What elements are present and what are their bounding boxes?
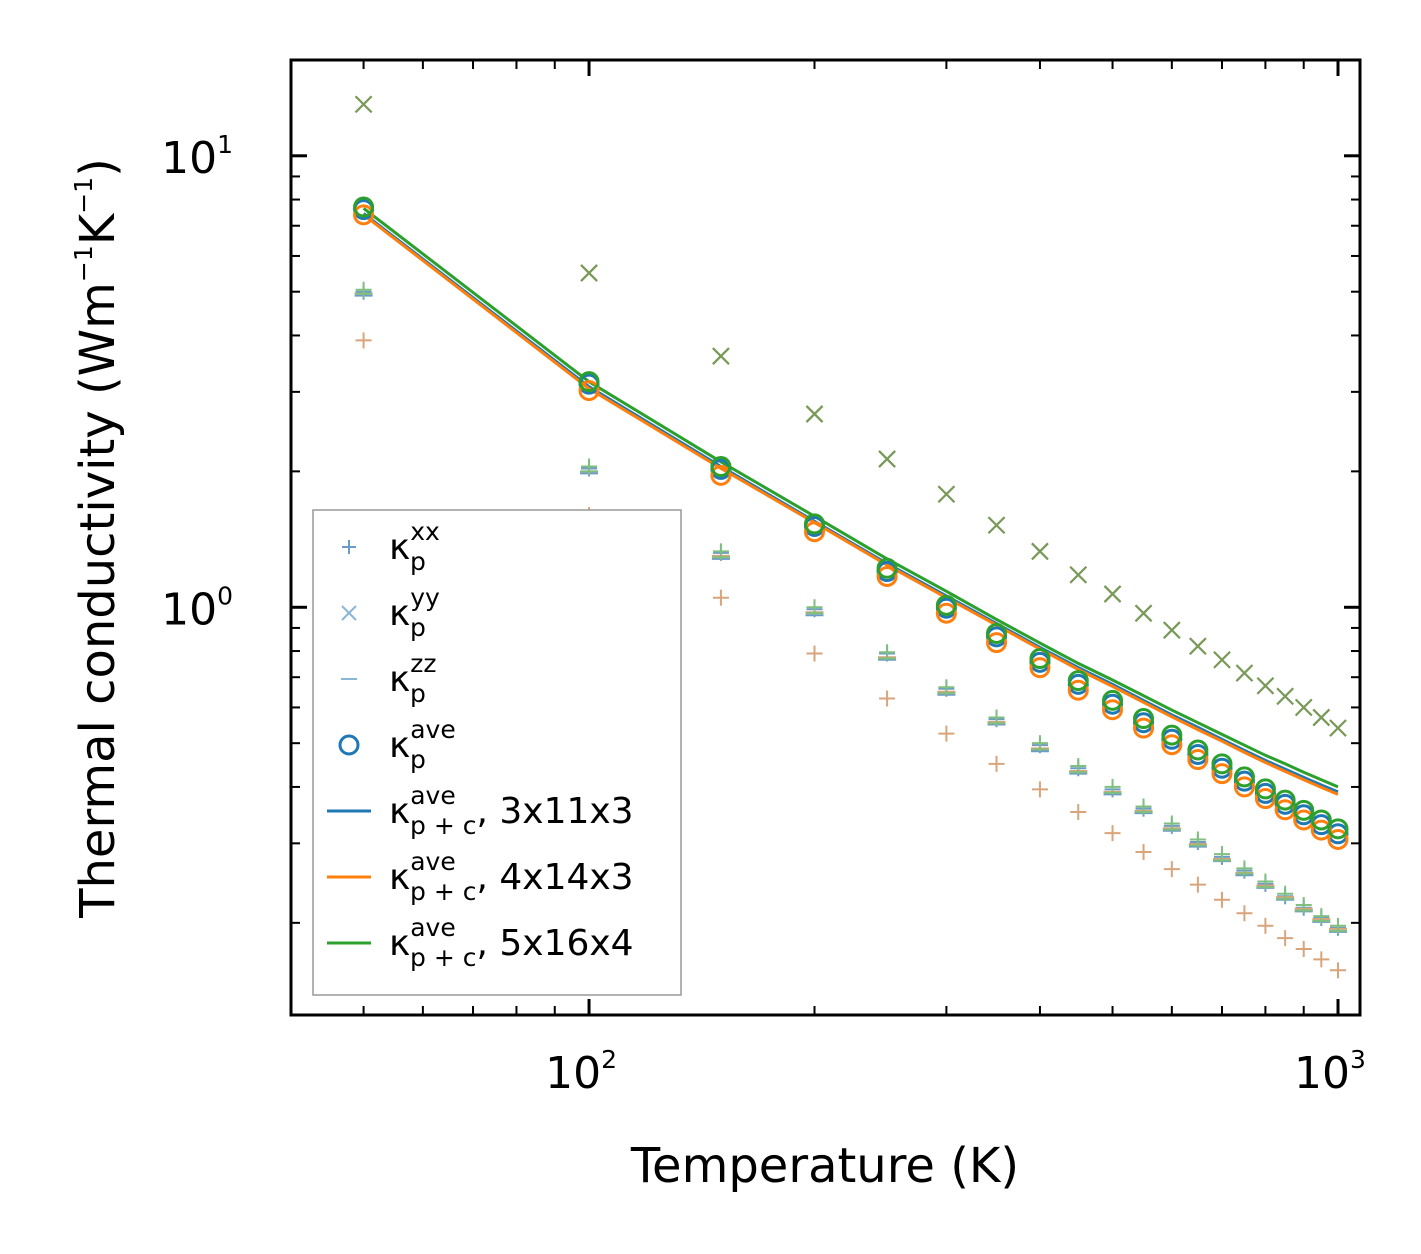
y-axis-title-suffix: ) bbox=[70, 158, 126, 177]
kave-point-5x16x4-950 bbox=[1310, 809, 1332, 831]
legend-box bbox=[312, 509, 682, 996]
kave-point-5x16x4-300 bbox=[935, 594, 957, 616]
kave-point-5x16x4-250 bbox=[876, 557, 898, 579]
kave-point-5x16x4-600 bbox=[1161, 724, 1183, 746]
kave-point-5x16x4-900 bbox=[1293, 799, 1315, 821]
kave-point-4x14x3-350 bbox=[986, 632, 1008, 654]
kave-point-4x14x3-700 bbox=[1211, 763, 1233, 785]
kyy-point-5x16x4-750-b bbox=[1235, 664, 1254, 682]
kave-point-4x14x3-550 bbox=[1133, 717, 1155, 739]
kave-point-4x14x3-500 bbox=[1102, 699, 1124, 721]
kave-point-4x14x3-400 bbox=[1029, 657, 1051, 679]
kyy-point-5x16x4-300-b bbox=[937, 485, 956, 503]
kave-point-4x14x3-800 bbox=[1254, 788, 1276, 810]
kave-point-4x14x3-300 bbox=[935, 602, 957, 624]
kave-point-5x16x4-750 bbox=[1233, 766, 1255, 788]
kyy-point-5x16x4-700-b bbox=[1213, 651, 1231, 669]
y-tick-label-0: 100 bbox=[161, 581, 233, 635]
x-tick-label-1: 103 bbox=[1294, 1045, 1366, 1099]
kpc-line-4x14x3 bbox=[362, 213, 1339, 796]
kyy-point-5x16x4-850-b bbox=[1276, 687, 1294, 706]
kyy-point-5x16x4-50-b bbox=[354, 95, 373, 114]
x-tick-label-0: 102 bbox=[545, 1045, 617, 1099]
kave-point-4x14x3-450 bbox=[1067, 679, 1089, 701]
legend-label-0: κxx p bbox=[389, 517, 440, 576]
kave-point-5x16x4-550 bbox=[1133, 708, 1155, 730]
kyy-point-5x16x4-600-b bbox=[1163, 621, 1181, 639]
series-5x16x4 bbox=[354, 95, 1347, 934]
kave-point-5x16x4-850 bbox=[1274, 789, 1296, 811]
kave-point-5x16x4-1000 bbox=[1327, 818, 1349, 840]
kave-point-4x14x3-50 bbox=[353, 204, 375, 226]
kave-point-4x14x3-250 bbox=[876, 565, 898, 587]
kyy-point-5x16x4-900-b bbox=[1295, 698, 1313, 717]
kave-point-5x16x4-350 bbox=[986, 622, 1008, 644]
legend-x-icon-b bbox=[341, 605, 357, 621]
legend-label-3: κave p bbox=[389, 715, 456, 774]
legend-label-5: κave p + c, 4x14x3 bbox=[389, 847, 634, 906]
legend-entry-6: κave p + c, 5x16x4 bbox=[327, 913, 634, 972]
legend-label-2: κzz p bbox=[389, 649, 436, 708]
y-axis-title: Thermal conductivity (Wm−1K−1) bbox=[69, 158, 126, 919]
axes: 102 103 100 101 bbox=[161, 60, 1366, 1099]
legend-entry-0: κxx p bbox=[342, 517, 440, 576]
kave-point-4x14x3-200 bbox=[803, 521, 825, 543]
kyy-point-5x16x4-100-b bbox=[580, 264, 598, 282]
x-axis-title: Temperature (K) bbox=[630, 1138, 1019, 1194]
kave-point-5x16x4-450 bbox=[1067, 670, 1089, 692]
legend-label-1: κyy p bbox=[389, 583, 440, 642]
kyy-point-5x16x4-650-b bbox=[1189, 637, 1207, 655]
legend-entry-1: κyy p bbox=[341, 583, 440, 642]
y-tick-label-1: 101 bbox=[161, 130, 233, 184]
kyy-point-5x16x4-1000-b bbox=[1329, 719, 1347, 737]
plot-frame bbox=[289, 58, 1362, 1017]
kyy-point-5x16x4-950-b bbox=[1312, 708, 1331, 727]
kyy-point-5x16x4-200-b bbox=[805, 405, 824, 423]
legend-circle-icon bbox=[338, 734, 360, 756]
kave-point-4x14x3-150 bbox=[710, 464, 732, 486]
legend-entry-3: κave p bbox=[338, 715, 456, 774]
kyy-point-5x16x4-800-b bbox=[1256, 677, 1275, 695]
kave-point-5x16x4-700 bbox=[1211, 753, 1233, 775]
kyy-point-5x16x4-450-b bbox=[1069, 566, 1087, 584]
legend-entry-2: κzz p bbox=[341, 649, 436, 708]
kave-point-5x16x4-500 bbox=[1102, 689, 1124, 711]
y-axis-title-prefix: Thermal conductivity (Wm bbox=[70, 282, 126, 919]
legend-entry-5: κave p + c, 4x14x3 bbox=[327, 847, 634, 906]
kave-point-5x16x4-650 bbox=[1187, 739, 1209, 761]
kyy-point-5x16x4-250-b bbox=[878, 450, 896, 468]
legend: κxx p κyy p κzz p κave p κave p + c, 3x11x3 κave p … bbox=[312, 509, 682, 996]
kyy-point-5x16x4-550-b bbox=[1134, 604, 1153, 622]
kave-point-5x16x4-100 bbox=[578, 371, 600, 393]
legend-label-6: κave p + c, 5x16x4 bbox=[389, 913, 634, 972]
y-axis-title-mid: K bbox=[70, 212, 126, 245]
kave-point-5x16x4-800 bbox=[1254, 778, 1276, 800]
kyy-point-5x16x4-150-b bbox=[712, 347, 730, 365]
y-axis-title-sup1: −1 bbox=[69, 245, 98, 282]
kave-point-5x16x4-50 bbox=[353, 196, 375, 218]
kave-point-4x14x3-750 bbox=[1233, 776, 1255, 798]
kave-point-4x14x3-100 bbox=[578, 380, 600, 402]
y-axis-title-sup2: −1 bbox=[69, 177, 98, 214]
kave-point-4x14x3-1000 bbox=[1327, 828, 1349, 850]
kave-point-5x16x4-400 bbox=[1029, 648, 1051, 670]
kpc-line-5x16x4 bbox=[362, 207, 1339, 789]
legend-entry-4: κave p + c, 3x11x3 bbox=[327, 781, 634, 840]
kave-point-5x16x4-150 bbox=[710, 456, 732, 478]
kave-point-4x14x3-600 bbox=[1161, 734, 1183, 756]
kyy-point-5x16x4-400-b bbox=[1031, 542, 1049, 561]
data-layer bbox=[353, 95, 1349, 979]
legend-label-4: κave p + c, 3x11x3 bbox=[389, 781, 634, 840]
kave-point-4x14x3-650 bbox=[1187, 749, 1209, 771]
kyy-point-5x16x4-500-b bbox=[1103, 585, 1122, 603]
kyy-point-5x16x4-350-b bbox=[987, 516, 1006, 534]
kave-point-5x16x4-200 bbox=[803, 513, 825, 535]
